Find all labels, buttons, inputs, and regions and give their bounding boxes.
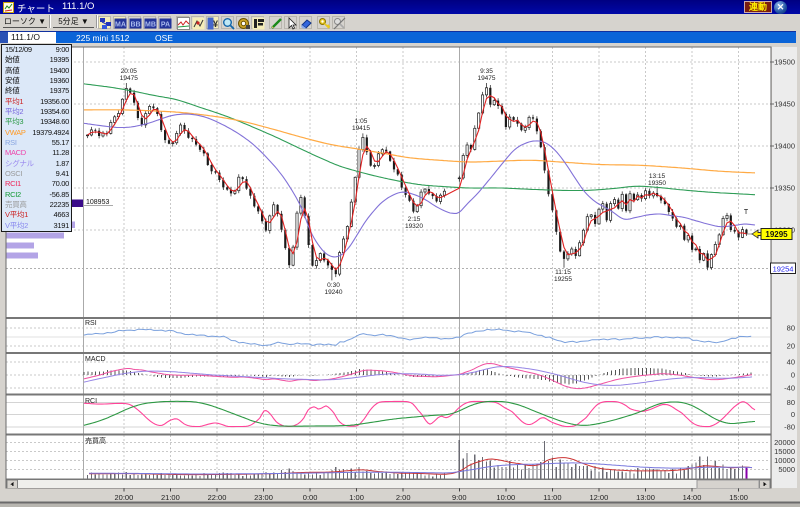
svg-text:9:00: 9:00 (452, 493, 467, 502)
svg-text:22:00: 22:00 (208, 493, 227, 502)
svg-text:19475: 19475 (120, 75, 138, 82)
svg-text:-40: -40 (784, 384, 795, 393)
svg-text:14:00: 14:00 (683, 493, 702, 502)
svg-text:19415: 19415 (352, 125, 370, 132)
svg-text:80: 80 (787, 398, 795, 407)
svg-text:MA: MA (115, 21, 126, 28)
svg-text:1:05: 1:05 (355, 118, 368, 125)
svg-text:5000: 5000 (778, 465, 795, 474)
svg-text:売買高: 売買高 (85, 436, 106, 445)
svg-text:19320: 19320 (405, 223, 423, 230)
svg-text:13:15: 13:15 (649, 173, 666, 180)
svg-text:19500: 19500 (774, 58, 795, 67)
svg-text:0: 0 (791, 371, 795, 380)
svg-text:T: T (744, 209, 749, 216)
svg-text:10:00: 10:00 (496, 493, 515, 502)
svg-text:19255: 19255 (554, 276, 572, 283)
svg-text:RSI: RSI (85, 320, 97, 327)
svg-text:40: 40 (787, 358, 795, 367)
svg-text:BB: BB (130, 21, 140, 28)
svg-text:80: 80 (787, 323, 795, 332)
svg-text:23:00: 23:00 (254, 493, 273, 502)
svg-text:0:00: 0:00 (303, 493, 318, 502)
svg-text:11:15: 11:15 (555, 269, 571, 276)
svg-text:20:05: 20:05 (121, 68, 138, 75)
svg-text:11:00: 11:00 (543, 493, 561, 502)
svg-text:19400: 19400 (774, 142, 795, 151)
svg-text:¥: ¥ (213, 19, 218, 29)
svg-text:RCI: RCI (85, 398, 97, 405)
svg-text:MACD: MACD (85, 356, 106, 363)
svg-text:20: 20 (787, 342, 795, 351)
svg-text:20:00: 20:00 (115, 493, 134, 502)
svg-text:2:00: 2:00 (396, 493, 411, 502)
svg-text:PA: PA (161, 21, 170, 28)
svg-text:1:00: 1:00 (349, 493, 364, 502)
svg-text:19450: 19450 (774, 100, 795, 109)
svg-text:19254: 19254 (773, 264, 794, 273)
svg-text:10000: 10000 (774, 456, 795, 465)
svg-text:19350: 19350 (774, 184, 795, 193)
svg-text:21:00: 21:00 (161, 493, 180, 502)
svg-text:19295: 19295 (765, 230, 788, 239)
svg-text:15000: 15000 (774, 447, 795, 456)
svg-text:15:00: 15:00 (729, 493, 748, 502)
svg-text:9:35: 9:35 (480, 68, 493, 75)
svg-text:13:00: 13:00 (636, 493, 655, 502)
svg-text:0:30: 0:30 (327, 282, 340, 289)
svg-text:19475: 19475 (477, 75, 495, 82)
svg-text:19240: 19240 (324, 289, 342, 296)
svg-text:0: 0 (791, 410, 795, 419)
svg-text:-80: -80 (784, 422, 795, 431)
svg-text:2:15: 2:15 (408, 216, 421, 223)
svg-text:108953: 108953 (86, 199, 109, 206)
svg-text:20000: 20000 (774, 438, 795, 447)
svg-text:19350: 19350 (648, 180, 666, 187)
svg-text:12:00: 12:00 (590, 493, 609, 502)
svg-text:MB: MB (145, 21, 156, 28)
